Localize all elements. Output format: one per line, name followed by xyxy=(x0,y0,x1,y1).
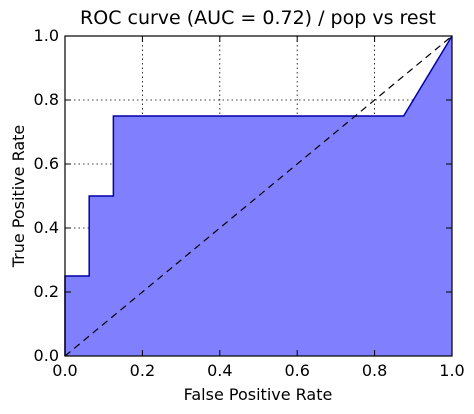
x-tick-label: 0.4 xyxy=(207,361,232,380)
y-axis-ticks: 0.0 0.2 0.4 0.6 0.8 1.0 xyxy=(34,26,452,365)
x-tick-label: 0.2 xyxy=(130,361,155,380)
x-tick-label: 1.0 xyxy=(439,361,464,380)
x-axis-ticks: 0.0 0.2 0.4 0.6 0.8 1.0 xyxy=(52,36,465,380)
x-tick-label: 0.8 xyxy=(362,361,387,380)
y-tick-label: 0.6 xyxy=(34,154,59,173)
chart-title: ROC curve (AUC = 0.72) / pop vs rest xyxy=(80,7,436,29)
y-tick-label: 1.0 xyxy=(34,26,59,45)
y-tick-label: 0.4 xyxy=(34,218,59,237)
y-tick-label: 0.0 xyxy=(34,346,59,365)
x-tick-label: 0.0 xyxy=(52,361,77,380)
y-tick-label: 0.8 xyxy=(34,90,59,109)
x-axis-label: False Positive Rate xyxy=(184,385,333,404)
x-tick-label: 0.6 xyxy=(284,361,309,380)
y-tick-label: 0.2 xyxy=(34,282,59,301)
plot-frame xyxy=(64,35,453,357)
y-axis-label: True Positive Rate xyxy=(9,125,28,269)
